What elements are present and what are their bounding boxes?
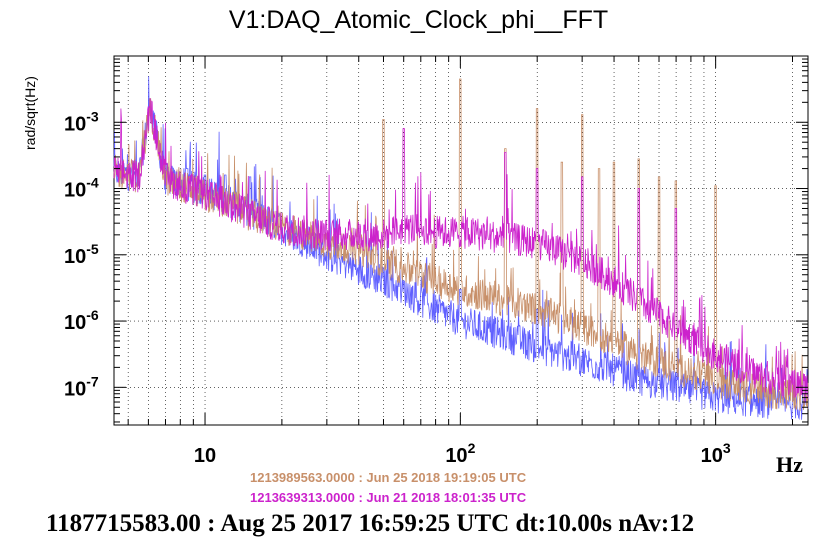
series-layer [113,76,809,420]
legend-series-2: 1213639313.0000 : Jun 21 2018 18:01:35 U… [250,490,527,505]
y-tick-label: 10-3 [64,108,99,135]
legend-series-1: 1213989563.0000 : Jun 25 2018 19:19:05 U… [250,470,527,485]
y-tick-label: 10-5 [64,241,99,268]
x-tick-label: 103 [701,440,731,467]
x-tick-label: 102 [445,440,475,467]
x-tick-label: 10 [194,445,216,467]
series-line-2 [113,98,809,403]
x-axis-unit: Hz [776,452,803,477]
axis-ticks [114,55,808,425]
legend-series-3: 1187715583.00 : Aug 25 2017 16:59:25 UTC… [46,510,695,537]
y-tick-label: 10-6 [64,307,99,334]
y-tick-labels: 10-3 10-4 10-5 10-6 10-7 [64,108,99,400]
x-tick-labels: 10 102 103 [194,440,731,467]
y-tick-label: 10-7 [64,373,99,400]
y-tick-label: 10-4 [64,175,99,202]
plot-frame [113,55,809,426]
chart-title: V1:DAQ_Atomic_Clock_phi__FFT [228,6,609,34]
grid-lines [114,55,808,425]
